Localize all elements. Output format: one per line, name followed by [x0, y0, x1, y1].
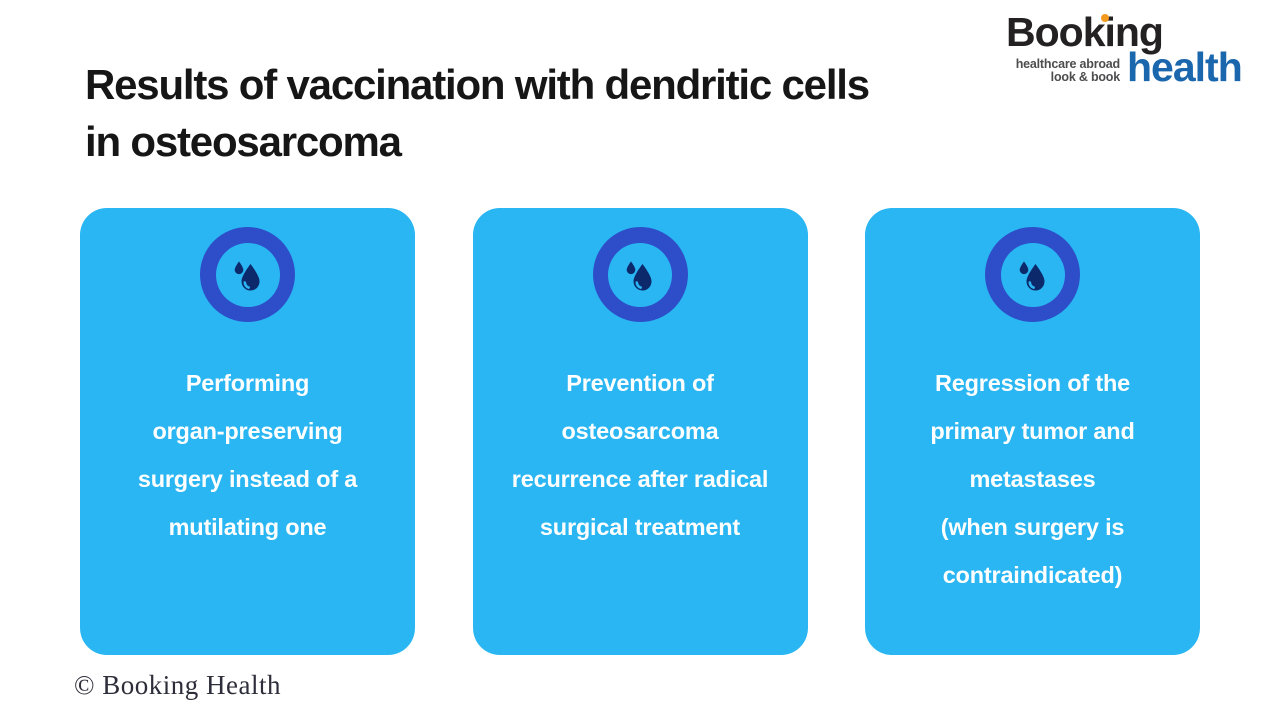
cards-row: Performing organ-preserving surgery instea… [80, 208, 1200, 655]
logo-booking-wordmark: Booking [1006, 9, 1164, 55]
logo-tagline: healthcare abroad look & book [1004, 58, 1120, 84]
card-text-line: recurrence after radical [511, 466, 769, 492]
card-text-line: (when surgery is [940, 514, 1125, 540]
card-tumor-regression: Regression of the primary tumor and metast… [865, 208, 1200, 655]
water-drop-glyph [626, 261, 652, 290]
water-drop-icon [592, 227, 688, 322]
logo-orange-dot-icon [1101, 14, 1109, 22]
card-text-line: surgery instead of a [137, 466, 358, 492]
card-organ-preserving-surgery: Performing organ-preserving surgery instea… [80, 208, 415, 655]
card-text: Regression of the primary tumor and metast… [865, 359, 1200, 599]
page-title-line-2: in osteosarcoma [85, 118, 402, 165]
card-recurrence-prevention: Prevention of osteosarcoma recurrence afte… [472, 208, 808, 655]
logo-booking-text: Booking [1006, 9, 1164, 55]
card-text-line: Performing [185, 370, 310, 396]
logo-tagline-line-2: look & book [1050, 70, 1121, 84]
card-text-line: metastases [969, 466, 1096, 492]
logo-tagline-line-1: healthcare abroad [1015, 57, 1120, 71]
card-text-line: surgical treatment [539, 514, 741, 540]
card-text-line: Regression of the [934, 370, 1131, 396]
card-text-line: mutilating one [168, 514, 327, 540]
card-text-line: contraindicated) [942, 562, 1123, 588]
card-text-line: organ-preserving [152, 418, 343, 444]
water-drop-glyph [1019, 261, 1044, 290]
copyright-notice: © Booking Health [74, 670, 281, 700]
water-drop-icon [200, 227, 295, 322]
card-text-line: osteosarcoma [561, 418, 719, 444]
booking-health-logo: Booking healthcare abroad look & book he… [1004, 9, 1244, 90]
water-drop-icon [985, 227, 1080, 322]
water-drop-icon-disc [1000, 242, 1065, 307]
card-text: Performing organ-preserving surgery instea… [80, 359, 415, 551]
logo-bottom-row: healthcare abroad look & book health [1004, 44, 1244, 90]
water-drop-glyph [234, 261, 259, 290]
card-text-line: primary tumor and [930, 418, 1135, 444]
card-text: Prevention of osteosarcoma recurrence afte… [473, 359, 808, 551]
water-drop-icon-disc [215, 242, 280, 307]
logo-health-text: health [1127, 44, 1243, 90]
page-title: Results of vaccination with dendritic ce… [85, 56, 870, 170]
water-drop-icon-disc [608, 242, 672, 307]
page-title-line-1: Results of vaccination with dendritic ce… [85, 61, 870, 108]
card-text-line: Prevention of [566, 370, 714, 396]
